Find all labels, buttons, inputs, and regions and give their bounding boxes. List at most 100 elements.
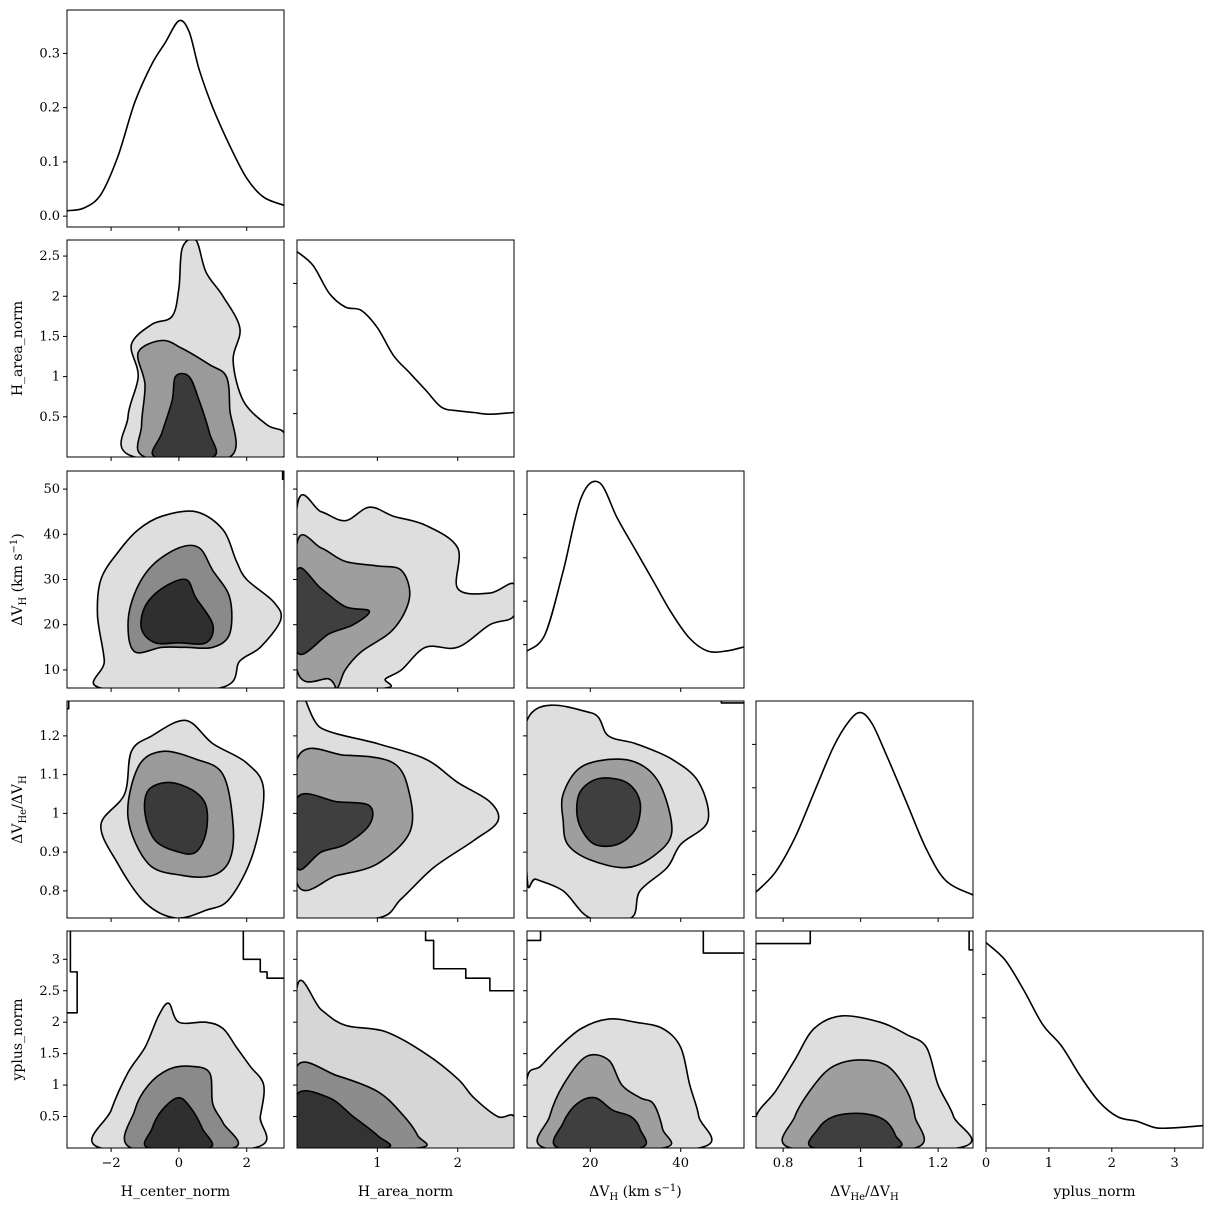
y-tick-label: 0.3 bbox=[39, 46, 60, 61]
edge-contour bbox=[720, 701, 744, 704]
kde-line bbox=[756, 711, 973, 896]
y-axis-label: H_area_norm bbox=[10, 301, 26, 396]
axis-label-part: H bbox=[121, 1184, 133, 1200]
y-tick-label: 40 bbox=[43, 527, 60, 542]
edge-contour bbox=[756, 931, 812, 945]
kde-line bbox=[986, 942, 1203, 1130]
panel-3-0 bbox=[66, 700, 285, 919]
panel-2-0 bbox=[66, 470, 285, 689]
y-tick-label: 50 bbox=[43, 482, 60, 497]
y-tick-label: 1.5 bbox=[39, 329, 60, 344]
axis-label-part: H bbox=[18, 775, 29, 784]
contour-level-3 bbox=[297, 567, 371, 656]
axis-label-part: yplus bbox=[1053, 1184, 1092, 1200]
panel-frame bbox=[526, 700, 745, 919]
panel-content bbox=[297, 931, 514, 1148]
axis-label-part: ) bbox=[10, 533, 26, 538]
panel-frame bbox=[985, 930, 1204, 1149]
panel-content bbox=[297, 250, 514, 415]
panel-frame bbox=[526, 930, 745, 1149]
panel-frame bbox=[755, 930, 974, 1149]
panel-content bbox=[986, 942, 1203, 1130]
y-tick-label: 1.2 bbox=[39, 729, 60, 744]
panel-4-1 bbox=[296, 930, 515, 1149]
axis-label-part: H bbox=[609, 1192, 618, 1203]
y-tick-label: 0.5 bbox=[39, 1110, 60, 1125]
contour-level-3 bbox=[552, 1096, 648, 1148]
axis-label-part: /ΔV bbox=[865, 1184, 891, 1200]
kde-line bbox=[527, 480, 744, 654]
contour-level-3 bbox=[143, 781, 209, 855]
x-axis-label: H_area_norm bbox=[358, 1184, 453, 1200]
edge-contour bbox=[242, 931, 284, 979]
axis-label-part: ΔV bbox=[830, 1184, 851, 1200]
axis-label-part: H bbox=[10, 384, 26, 396]
panel-frame bbox=[66, 239, 285, 458]
axis-label-part: _norm bbox=[1091, 1184, 1135, 1200]
panel-frame bbox=[66, 9, 285, 228]
y-tick-label: 0.9 bbox=[39, 845, 60, 860]
edge-contour bbox=[527, 931, 542, 942]
panel-1-0 bbox=[66, 239, 285, 458]
x-tick-label: 2 bbox=[454, 1156, 462, 1171]
axis-label-part: _center_norm bbox=[133, 1184, 230, 1200]
axis-label-part: (km s bbox=[10, 553, 26, 596]
panel-4-3 bbox=[755, 930, 974, 1149]
panel-content bbox=[67, 931, 284, 1148]
axis-label-part: ΔV bbox=[589, 1184, 610, 1200]
panel-3-3 bbox=[755, 700, 974, 919]
y-tick-label: 1 bbox=[52, 1078, 60, 1093]
axis-label-part: −1 bbox=[9, 539, 20, 554]
y-tick-label: 2.5 bbox=[39, 249, 60, 264]
y-tick-label: 1.5 bbox=[39, 1047, 60, 1062]
contour-level-3 bbox=[143, 1096, 214, 1148]
y-axis-label: ΔVHe/ΔVH bbox=[10, 775, 29, 844]
axis-label-part: yplus bbox=[10, 1043, 26, 1082]
panel-content bbox=[527, 931, 744, 1148]
y-tick-label: 0.1 bbox=[39, 155, 60, 170]
edge-contour bbox=[67, 701, 70, 710]
panel-frame bbox=[296, 239, 515, 458]
x-tick-label: 20 bbox=[582, 1156, 599, 1171]
y-tick-label: 30 bbox=[43, 573, 60, 588]
axis-label-part: (km s bbox=[618, 1184, 661, 1200]
kde-line bbox=[297, 250, 514, 415]
panel-content bbox=[756, 931, 973, 1148]
axis-label-part: ΔV bbox=[10, 605, 26, 626]
axis-label-part: _norm bbox=[10, 999, 26, 1043]
panel-3-2 bbox=[526, 700, 745, 919]
contour-level-3 bbox=[151, 372, 218, 457]
panel-content bbox=[67, 701, 265, 918]
y-axis-label: yplus_norm bbox=[10, 999, 26, 1082]
edge-contour bbox=[968, 931, 973, 951]
axis-label-part: He bbox=[850, 1192, 865, 1203]
y-tick-label: 1.1 bbox=[39, 768, 60, 783]
y-tick-label: 10 bbox=[43, 663, 60, 678]
panel-content bbox=[527, 701, 744, 918]
y-tick-label: 0.5 bbox=[39, 410, 60, 425]
kde-line bbox=[67, 19, 284, 212]
y-tick-label: 2 bbox=[52, 289, 60, 304]
panel-content bbox=[297, 701, 500, 918]
edge-contour bbox=[702, 931, 744, 954]
panel-frame bbox=[66, 700, 285, 919]
x-tick-label: 2 bbox=[1108, 1156, 1116, 1171]
x-tick-label: 0.8 bbox=[773, 1156, 794, 1171]
x-axis-label: yplus_norm bbox=[1053, 1184, 1136, 1200]
panel-4-0 bbox=[66, 930, 285, 1149]
panel-content bbox=[92, 471, 284, 688]
axis-label-part: ) bbox=[676, 1184, 681, 1200]
y-tick-label: 1 bbox=[52, 806, 60, 821]
x-tick-label: 0 bbox=[982, 1156, 990, 1171]
panel-content bbox=[756, 711, 973, 896]
x-tick-label: −2 bbox=[101, 1156, 120, 1171]
y-tick-label: 1 bbox=[52, 370, 60, 385]
panel-frame bbox=[66, 930, 285, 1149]
panel-frame bbox=[296, 930, 515, 1149]
axis-label-part: He bbox=[18, 809, 29, 824]
y-tick-label: 2.5 bbox=[39, 984, 60, 999]
axis-label-part: ΔV bbox=[10, 823, 26, 844]
panel-4-2 bbox=[526, 930, 745, 1149]
axis-label-part: −1 bbox=[662, 1183, 677, 1194]
